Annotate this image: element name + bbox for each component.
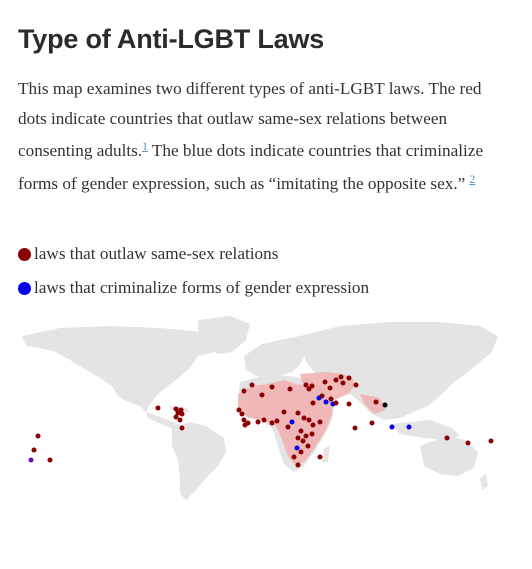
law-dot[interactable] <box>289 419 295 425</box>
law-dot[interactable] <box>310 422 316 428</box>
law-dot[interactable] <box>177 417 183 423</box>
law-dot[interactable] <box>316 395 322 401</box>
legend-item-gender-expression: laws that criminalize forms of gender ex… <box>18 278 518 298</box>
law-dot[interactable] <box>303 433 309 439</box>
law-dot[interactable] <box>323 399 329 405</box>
page-title: Type of Anti-LGBT Laws <box>18 24 325 54</box>
red-region-south-asia <box>360 394 386 414</box>
law-dot[interactable] <box>295 410 301 416</box>
central-america-land <box>146 412 184 430</box>
law-dot[interactable] <box>241 417 247 423</box>
law-dot[interactable] <box>317 454 323 460</box>
law-dot[interactable] <box>346 401 352 407</box>
law-dot[interactable] <box>295 462 301 468</box>
footnote-link-1[interactable]: 1 <box>142 141 148 154</box>
footnote-link-2[interactable]: 2 <box>469 173 476 186</box>
law-dot[interactable] <box>269 420 275 426</box>
legend-label-gender-expression: laws that criminalize forms of gender ex… <box>34 278 370 297</box>
law-dot[interactable] <box>294 445 300 451</box>
law-dot[interactable] <box>298 428 304 434</box>
new-zealand-land <box>480 474 488 490</box>
law-dot[interactable] <box>305 443 311 449</box>
law-dot[interactable] <box>179 425 185 431</box>
australia-land <box>420 436 478 476</box>
law-dot[interactable] <box>333 377 339 383</box>
law-dot[interactable] <box>155 405 161 411</box>
law-dot[interactable] <box>175 410 181 416</box>
law-dot[interactable] <box>255 419 261 425</box>
law-dot[interactable] <box>317 419 323 425</box>
intro-text-2: The blue dots indicate countries that cr… <box>18 141 484 193</box>
intro-paragraph: This map examines two different types of… <box>18 74 510 198</box>
law-dot[interactable] <box>259 392 265 398</box>
law-dot[interactable] <box>444 435 450 441</box>
law-dot[interactable] <box>488 438 494 444</box>
law-dot[interactable] <box>303 382 309 388</box>
law-dot[interactable] <box>173 414 179 420</box>
madagascar-land <box>322 446 330 462</box>
red-region-central-asia <box>326 372 354 388</box>
blue-dot-icon <box>18 281 31 295</box>
legend-item-same-sex: laws that outlaw same-sex relations <box>18 244 518 264</box>
law-dot[interactable] <box>310 400 316 406</box>
law-dot[interactable] <box>295 435 301 441</box>
law-dot[interactable] <box>327 385 333 391</box>
law-dot[interactable] <box>35 433 41 439</box>
law-dot[interactable] <box>338 374 344 380</box>
law-dot[interactable] <box>309 383 315 389</box>
law-dots <box>28 374 494 468</box>
law-dot[interactable] <box>340 380 346 386</box>
world-map <box>22 316 498 500</box>
law-dot[interactable] <box>465 440 471 446</box>
law-dot[interactable] <box>287 386 293 392</box>
legend-label-same-sex: laws that outlaw same-sex relations <box>34 244 279 263</box>
law-dot[interactable] <box>309 431 315 437</box>
law-dot[interactable] <box>333 400 339 406</box>
law-dot[interactable] <box>239 411 245 417</box>
law-dot[interactable] <box>179 411 185 417</box>
law-dot[interactable] <box>328 396 334 402</box>
law-dot[interactable] <box>242 422 248 428</box>
law-dot[interactable] <box>301 415 307 421</box>
law-dot[interactable] <box>28 457 34 463</box>
law-dot[interactable] <box>389 424 395 430</box>
law-dot[interactable] <box>369 420 375 426</box>
law-dot[interactable] <box>269 384 275 390</box>
south-america-land <box>172 422 226 500</box>
europe-land <box>244 336 310 378</box>
law-dot[interactable] <box>373 399 379 405</box>
law-dot[interactable] <box>285 424 291 430</box>
law-dot[interactable] <box>47 457 53 463</box>
red-dot-icon <box>18 247 31 261</box>
law-dot[interactable] <box>241 388 247 394</box>
law-dot[interactable] <box>352 425 358 431</box>
law-dot[interactable] <box>31 447 37 453</box>
north-america-land <box>22 326 222 412</box>
law-dot[interactable] <box>249 382 255 388</box>
law-dot[interactable] <box>298 449 304 455</box>
law-dot[interactable] <box>173 406 179 412</box>
law-dot[interactable] <box>322 379 328 385</box>
law-dot[interactable] <box>236 407 242 413</box>
law-dot[interactable] <box>274 418 280 424</box>
greenland-land <box>198 316 250 354</box>
law-dot[interactable] <box>261 417 267 423</box>
law-dot[interactable] <box>291 454 297 460</box>
law-dot[interactable] <box>353 382 359 388</box>
law-dot[interactable] <box>406 424 412 430</box>
law-dot[interactable] <box>300 438 306 444</box>
intro-text-1: This map examines two different types of… <box>18 79 482 161</box>
law-dot[interactable] <box>382 402 388 408</box>
asia-land <box>300 322 498 420</box>
law-dot[interactable] <box>306 417 312 423</box>
law-dot[interactable] <box>281 409 287 415</box>
law-dot[interactable] <box>346 375 352 381</box>
